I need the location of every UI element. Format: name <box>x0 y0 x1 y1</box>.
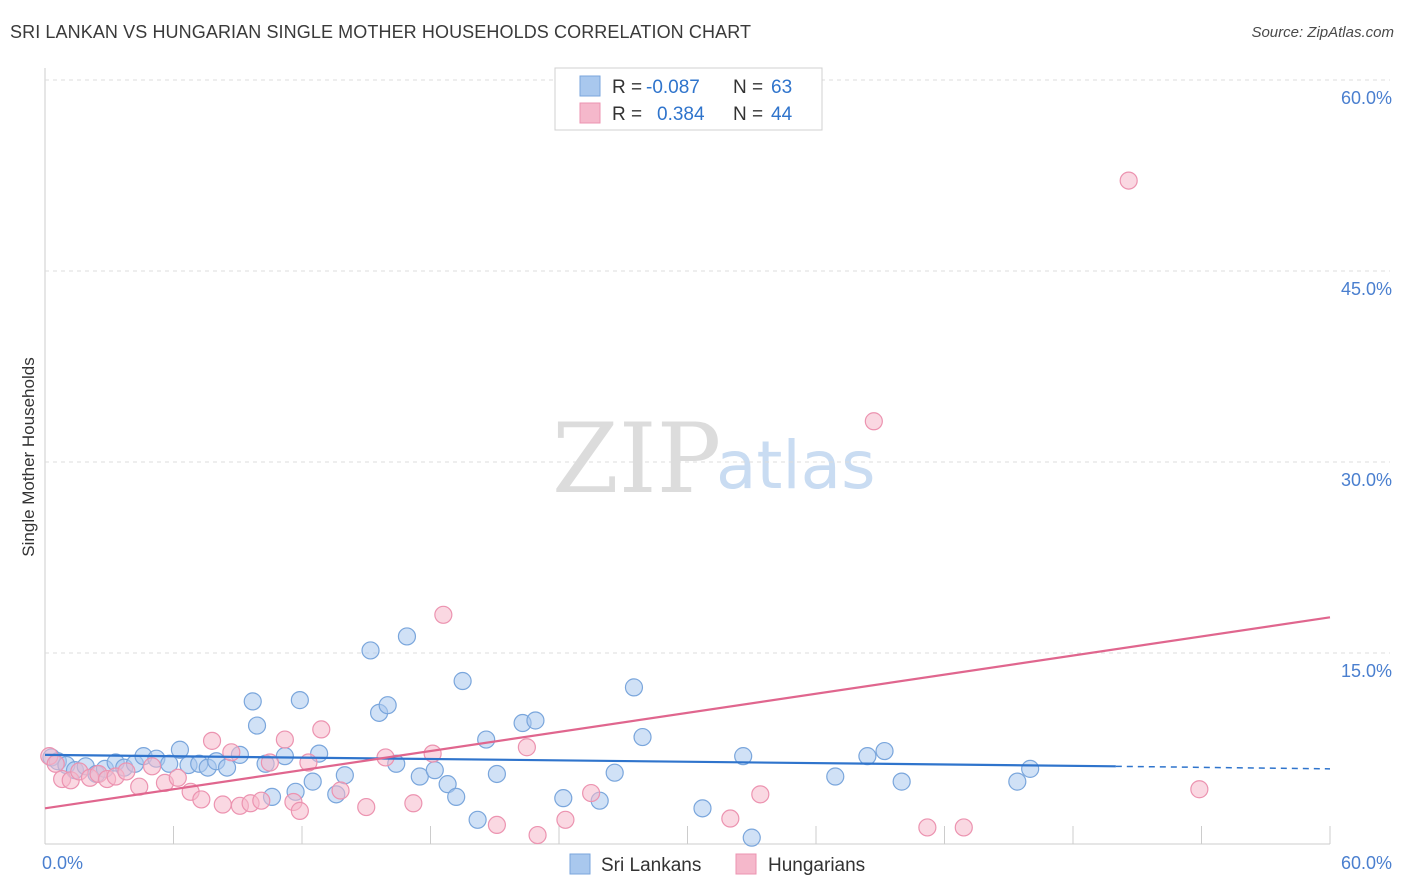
y-tick-label: 15.0% <box>1341 661 1392 681</box>
hungarians-point <box>517 738 536 757</box>
hungarians-point <box>252 791 271 810</box>
sri-lankans-point <box>247 716 267 735</box>
hungarians-point <box>954 818 973 837</box>
legend-r-label-1: R = <box>612 77 642 98</box>
legend-n-label-2: N = <box>733 104 763 125</box>
series-legend: Sri Lankans Hungarians <box>569 853 865 876</box>
sri-lankans-point <box>554 789 573 808</box>
y-axis-tick-labels: 15.0% 30.0% 45.0% 60.0% <box>1341 88 1392 681</box>
x-tick-label: 0.0% <box>42 853 83 873</box>
sri-lankans-point <box>335 766 354 785</box>
legend-item-sri-lankans: Sri Lankans <box>601 855 701 876</box>
sri-lankans-point <box>742 828 761 847</box>
sri-lankans-point <box>447 787 466 806</box>
sri-lankans-trend-extension <box>1115 765 1331 770</box>
hungarians-point <box>582 783 601 803</box>
hungarians-point <box>142 757 162 776</box>
hungarians-point <box>528 825 547 845</box>
y-axis-label: Single Mother Households <box>19 357 38 556</box>
sri-lankans-point <box>1021 759 1040 778</box>
hungarians-point <box>404 794 423 813</box>
hungarians-point <box>192 790 211 809</box>
sri-lankans-point <box>468 810 487 829</box>
sri-lankans-point <box>858 747 877 766</box>
hungarians-point <box>222 743 241 762</box>
sri-lankans-point <box>303 772 322 791</box>
legend-swatch-blue <box>579 75 601 97</box>
trend-lines <box>44 616 1331 810</box>
sri-lankans-point <box>170 740 190 759</box>
y-tick-label: 30.0% <box>1341 470 1392 490</box>
watermark-atlas: atlas <box>716 427 876 504</box>
hungarians-point <box>556 810 575 829</box>
sri-lankans-point <box>624 678 644 697</box>
legend-item-hungarians-swatch <box>735 853 757 875</box>
sri-lankans-point <box>633 727 652 747</box>
watermark: ZIP atlas <box>552 403 876 515</box>
legend-r-value-1: -0.087 <box>646 77 700 98</box>
sri-lankans-point <box>477 730 496 749</box>
legend-n-label-1: N = <box>733 77 763 98</box>
sri-lankans-point <box>378 696 397 715</box>
sri-lankans-point <box>605 763 624 782</box>
watermark-zip: ZIP <box>552 403 721 515</box>
sri-lankans-point <box>526 711 545 730</box>
hungarians-point <box>1119 171 1138 190</box>
sri-lankans-point <box>826 767 845 786</box>
hungarians-point <box>213 795 232 814</box>
sri-lankans-point <box>243 692 262 711</box>
sri-lankans-point <box>734 747 753 766</box>
sri-lankans-point <box>397 627 417 646</box>
legend-r-value-2: 0.384 <box>657 104 705 125</box>
chart-title: SRI LANKAN VS HUNGARIAN SINGLE MOTHER HO… <box>10 22 752 42</box>
sri-lankans-point <box>487 764 506 784</box>
sri-lankans-point <box>453 671 472 691</box>
hungarians-point <box>918 818 937 837</box>
sri-lankans-point <box>693 799 712 818</box>
sri-lankans-point <box>892 772 911 791</box>
hungarians-point <box>202 731 222 750</box>
hungarians-point <box>331 781 350 800</box>
hungarians-point <box>312 720 331 739</box>
hungarians-point <box>46 754 65 773</box>
legend-r-label-2: R = <box>612 104 642 125</box>
legend-n-value-2: 44 <box>771 104 793 125</box>
y-tick-label: 60.0% <box>1341 88 1392 108</box>
sri-lankans-point <box>361 641 380 660</box>
correlation-legend: R = -0.087 N = 63 R = 0.384 N = 44 <box>554 67 823 131</box>
sri-lankans-point <box>438 775 457 794</box>
hungarians-point <box>751 785 770 804</box>
hungarians-point <box>434 605 453 624</box>
gridlines <box>45 79 1390 654</box>
source-credit: Source: ZipAtlas.com <box>1251 24 1394 41</box>
sri-lankans-point <box>1008 772 1027 791</box>
sri-lankans-point <box>217 758 237 777</box>
x-axis-ticks: 0.0% 60.0% <box>42 826 1392 873</box>
legend-n-value-1: 63 <box>771 77 792 98</box>
hungarians-point <box>487 815 506 835</box>
sri-lankans-point <box>290 691 309 710</box>
hungarians-trend-line <box>44 616 1331 810</box>
legend-item-sri-lankans-swatch <box>569 853 591 875</box>
hungarians-point <box>168 768 187 787</box>
legend-swatch-pink <box>579 102 601 124</box>
hungarians-point <box>721 809 740 828</box>
sri-lankans-point <box>425 761 444 780</box>
legend-item-hungarians: Hungarians <box>768 855 865 876</box>
sri-lankans-trend-line <box>44 753 1116 768</box>
hungarians-point <box>275 730 294 749</box>
hungarians-point <box>117 762 136 781</box>
hungarians-point <box>864 412 883 431</box>
y-tick-label: 45.0% <box>1341 279 1392 299</box>
x-tick-label: 60.0% <box>1341 853 1392 873</box>
hungarians-point <box>1190 780 1209 799</box>
hungarians-point <box>357 797 376 817</box>
sri-lankans-point <box>875 741 894 761</box>
hungarians-point <box>290 801 309 820</box>
